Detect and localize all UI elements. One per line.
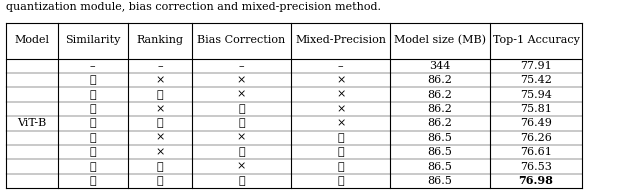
Text: ✓: ✓	[90, 133, 96, 143]
Text: ✓: ✓	[157, 176, 163, 186]
Text: ×: ×	[336, 104, 346, 114]
Text: ✓: ✓	[90, 161, 96, 172]
Text: ✓: ✓	[238, 118, 245, 128]
Text: –: –	[90, 61, 95, 71]
Text: 76.61: 76.61	[520, 147, 552, 157]
Text: ✓: ✓	[90, 147, 96, 157]
Text: 76.49: 76.49	[520, 118, 552, 128]
Text: ✓: ✓	[157, 118, 163, 128]
Text: Model size (MB): Model size (MB)	[394, 35, 486, 46]
Text: ✓: ✓	[337, 133, 344, 143]
Text: 77.91: 77.91	[520, 61, 552, 71]
Text: ×: ×	[156, 104, 164, 114]
Text: ✓: ✓	[90, 118, 96, 128]
Text: 86.5: 86.5	[428, 176, 452, 186]
Text: 75.94: 75.94	[520, 89, 552, 100]
Text: Top-1 Accuracy: Top-1 Accuracy	[493, 35, 579, 45]
Text: –: –	[157, 61, 163, 71]
Text: 86.2: 86.2	[428, 89, 452, 100]
Text: ×: ×	[237, 75, 246, 85]
Text: ✓: ✓	[337, 161, 344, 172]
Text: ×: ×	[336, 75, 346, 85]
Text: Mixed-Precision: Mixed-Precision	[295, 35, 387, 45]
Text: ×: ×	[237, 89, 246, 100]
Text: 86.2: 86.2	[428, 75, 452, 85]
Text: Ranking: Ranking	[136, 35, 184, 45]
Text: 86.5: 86.5	[428, 147, 452, 157]
Text: 76.98: 76.98	[518, 175, 554, 186]
Text: 86.5: 86.5	[428, 133, 452, 143]
Text: 75.81: 75.81	[520, 104, 552, 114]
Text: 344: 344	[429, 61, 451, 71]
Text: quantization module, bias correction and mixed-precision method.: quantization module, bias correction and…	[6, 2, 381, 12]
Text: ✓: ✓	[90, 75, 96, 85]
Text: ×: ×	[237, 161, 246, 172]
Text: ×: ×	[156, 133, 164, 143]
Text: Model: Model	[15, 35, 49, 45]
Text: ✓: ✓	[157, 89, 163, 100]
Text: ✓: ✓	[238, 176, 245, 186]
Text: 86.2: 86.2	[428, 104, 452, 114]
Text: ✓: ✓	[90, 176, 96, 186]
Text: ✓: ✓	[90, 89, 96, 100]
Text: ✓: ✓	[337, 147, 344, 157]
Text: ×: ×	[156, 147, 164, 157]
Text: ×: ×	[336, 89, 346, 100]
Text: Similarity: Similarity	[65, 35, 120, 45]
Text: ✓: ✓	[337, 176, 344, 186]
Text: ×: ×	[237, 133, 246, 143]
Text: 76.26: 76.26	[520, 133, 552, 143]
Text: ×: ×	[156, 75, 164, 85]
Text: 86.5: 86.5	[428, 161, 452, 172]
Text: –: –	[338, 61, 344, 71]
Text: 86.2: 86.2	[428, 118, 452, 128]
Text: 76.53: 76.53	[520, 161, 552, 172]
Text: ViT-B: ViT-B	[17, 118, 47, 128]
Text: ✓: ✓	[90, 104, 96, 114]
Text: ✓: ✓	[157, 161, 163, 172]
Text: ✓: ✓	[238, 104, 245, 114]
Text: ✓: ✓	[238, 147, 245, 157]
Text: 75.42: 75.42	[520, 75, 552, 85]
Text: –: –	[239, 61, 244, 71]
Text: Bias Correction: Bias Correction	[198, 35, 285, 45]
Text: ×: ×	[336, 118, 346, 128]
